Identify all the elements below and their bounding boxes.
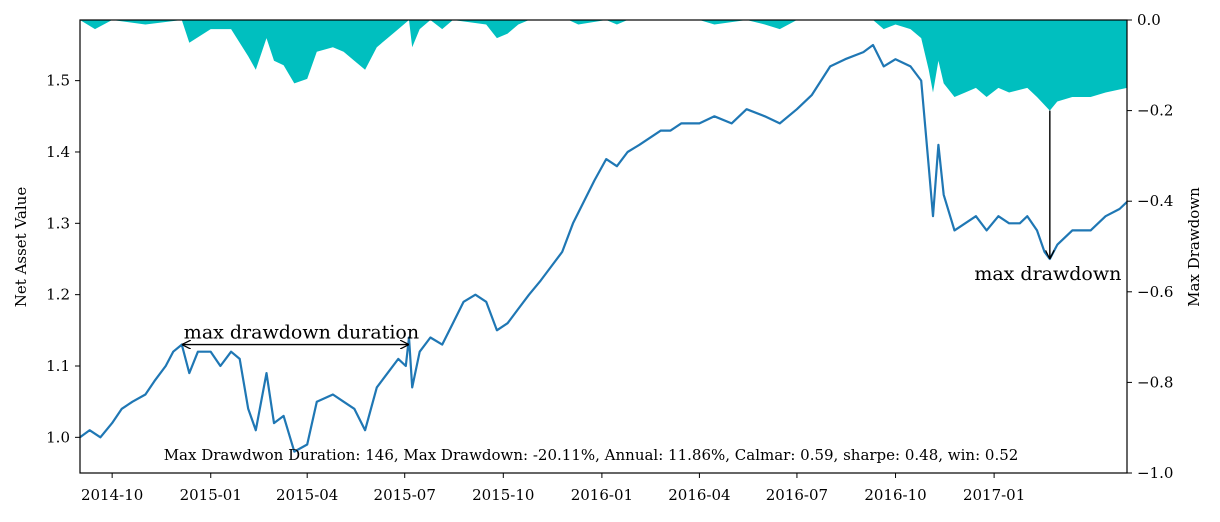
x-tick-label: 2015-10: [472, 486, 534, 504]
max-drawdown-label: max drawdown: [974, 263, 1121, 285]
drawdown-area-layer: [80, 20, 1127, 111]
left-y-tick-label: 1.4: [46, 143, 70, 161]
x-tick-label: 2016-04: [668, 486, 730, 504]
x-tick-label: 2017-01: [963, 486, 1025, 504]
annotation-layer: max drawdown duration max drawdown Max D…: [164, 110, 1121, 464]
x-tick-label: 2016-10: [864, 486, 926, 504]
left-y-tick-label: 1.0: [46, 428, 70, 446]
nav-line: [79, 43, 1128, 453]
right-y-tick-label: −0.8: [1137, 373, 1173, 391]
x-tick-label: 2015-07: [374, 486, 436, 504]
left-y-axis-ticks: 1.0 1.1 1.2 1.3 1.4 1.5: [46, 72, 80, 446]
left-y-tick-label: 1.2: [46, 286, 70, 304]
performance-stats-text: Max Drawdwon Duration: 146, Max Drawdown…: [164, 446, 1019, 464]
right-y-tick-label: −1.0: [1137, 464, 1173, 482]
left-y-tick-label: 1.3: [46, 214, 70, 232]
drawdown-area: [80, 20, 1127, 111]
right-y-axis-title: Max Drawdown: [1185, 187, 1203, 307]
max-drawdown-duration-label: max drawdown duration: [184, 322, 419, 344]
right-y-axis-ticks: 0.0 −0.2 −0.4 −0.6 −0.8 −1.0: [1127, 11, 1173, 482]
left-y-tick-label: 1.1: [46, 357, 70, 375]
right-y-tick-label: −0.2: [1137, 102, 1173, 120]
right-y-tick-label: 0.0: [1137, 11, 1161, 29]
x-axis-ticks: 2014-10 2015-01 2015-04 2015-07 2015-10 2016-…: [81, 473, 1025, 504]
right-y-tick-label: −0.6: [1137, 283, 1173, 301]
left-y-axis-title: Net Asset Value: [12, 187, 30, 308]
left-y-tick-label: 1.5: [46, 72, 70, 90]
x-tick-label: 2016-07: [766, 486, 828, 504]
nav-line-layer: [79, 43, 1128, 453]
x-tick-label: 2015-01: [180, 486, 242, 504]
x-tick-label: 2014-10: [81, 486, 143, 504]
right-y-tick-label: −0.4: [1137, 192, 1173, 210]
plot-frame: [79, 19, 1128, 474]
x-tick-label: 2015-04: [276, 486, 338, 504]
x-tick-label: 2016-01: [571, 486, 633, 504]
